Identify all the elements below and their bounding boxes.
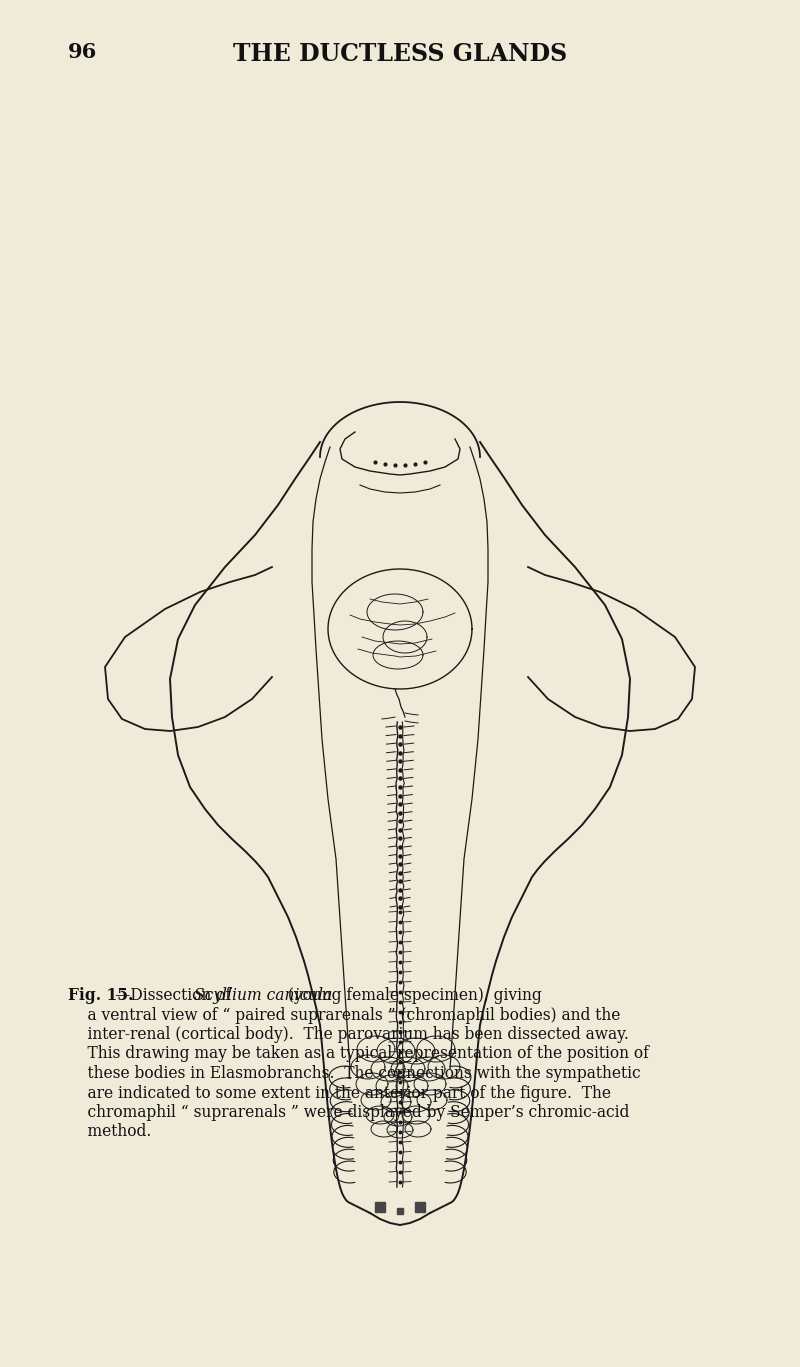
Text: inter-renal (cortical body).  The parovarium has been dissected away.: inter-renal (cortical body). The parovar… xyxy=(68,1027,629,1043)
Text: This drawing may be taken as a typical representation of the position of: This drawing may be taken as a typical r… xyxy=(68,1046,649,1062)
Text: Scyllium canicula: Scyllium canicula xyxy=(194,987,332,1003)
Text: 96: 96 xyxy=(68,42,98,62)
Text: these bodies in Elasmobranchs.  The connections with the sympathetic: these bodies in Elasmobranchs. The conne… xyxy=(68,1065,641,1083)
Text: a ventral view of “ paired suprarenals ” (chromaphil bodies) and the: a ventral view of “ paired suprarenals ”… xyxy=(68,1006,620,1024)
Text: Fig. 15.: Fig. 15. xyxy=(68,987,134,1003)
Text: are indicated to some extent in the anterior part of the figure.  The: are indicated to some extent in the ante… xyxy=(68,1084,611,1102)
Text: (young female specimen), giving: (young female specimen), giving xyxy=(283,987,542,1003)
Text: —Dissection of: —Dissection of xyxy=(114,987,235,1003)
Text: THE DUCTLESS GLANDS: THE DUCTLESS GLANDS xyxy=(233,42,567,66)
Text: chromaphil “ suprarenals ” were displayed by Semper’s chromic-acid: chromaphil “ suprarenals ” were displaye… xyxy=(68,1105,630,1121)
Text: method.: method. xyxy=(68,1124,151,1140)
